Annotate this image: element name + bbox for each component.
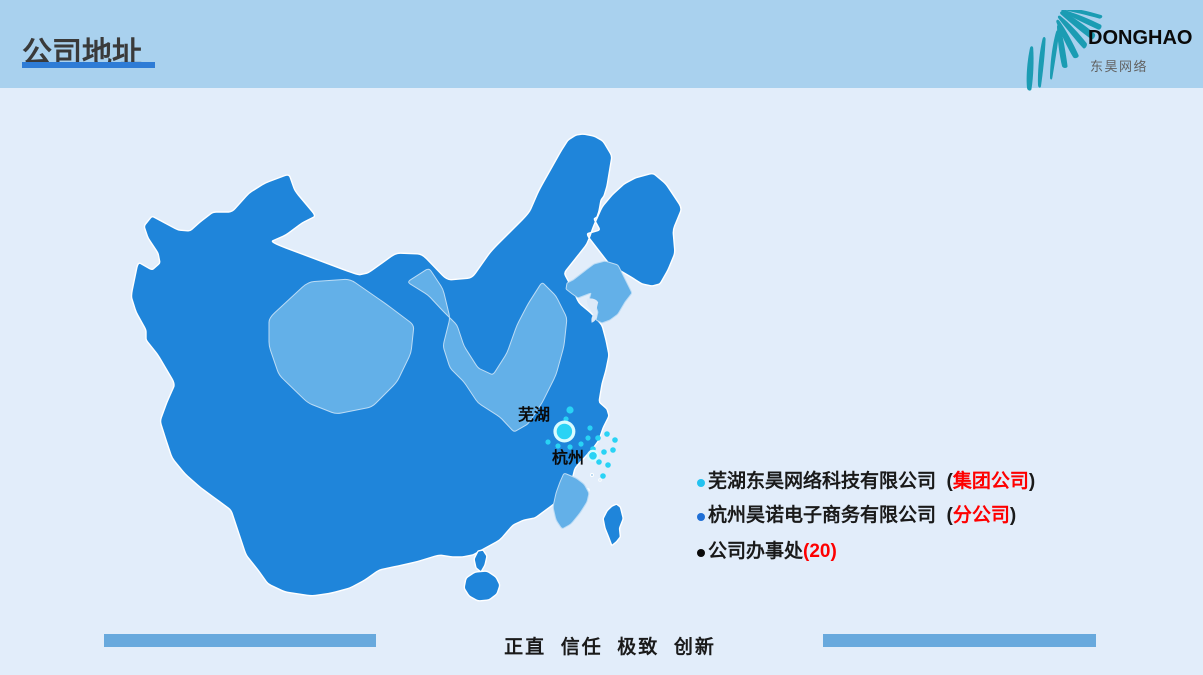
svg-text:芜湖: 芜湖 (518, 405, 550, 424)
svg-text:杭州: 杭州 (552, 448, 584, 467)
